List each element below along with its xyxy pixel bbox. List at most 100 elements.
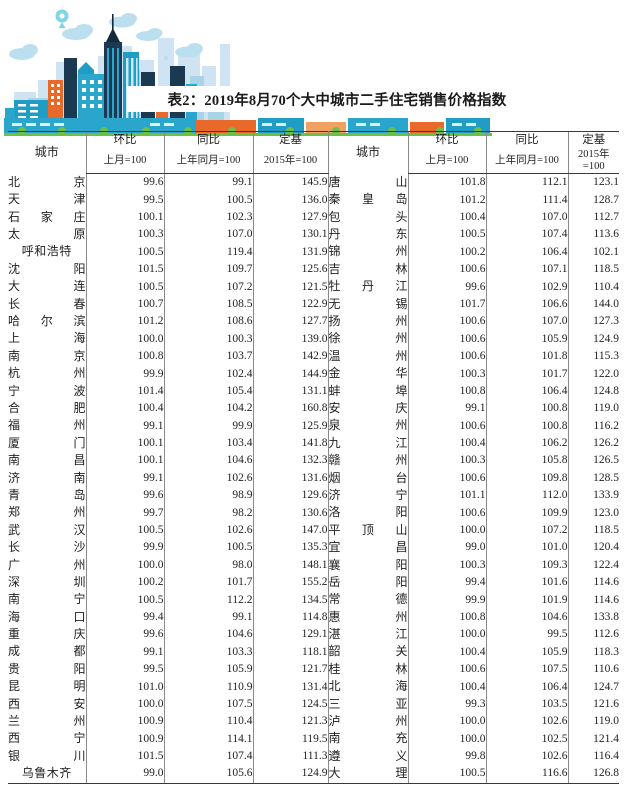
header-row-2: 上月=100 上年同月=100 2015年=100 上月=100 上年同月=10… <box>8 149 619 175</box>
cloud-icon <box>136 28 163 41</box>
cell-tongbi-right: 107.0 <box>485 208 568 227</box>
cell-city-right: 北海 <box>328 679 408 694</box>
cell-tongbi-left: 102.6 <box>163 469 253 488</box>
cell-tongbi-right: 101.8 <box>485 348 568 366</box>
table-row: 青岛 99.6 98.9 129.6 济宁 101.1 112.0 133.9 <box>8 487 619 505</box>
cell-city-left: 兰州 <box>8 714 86 729</box>
cell-city-right: 岳阳 <box>328 574 408 589</box>
cell-city-left: 石家庄 <box>8 209 86 224</box>
cell-dingji-right: 124.9 <box>567 330 619 349</box>
cell-huanbi-right: 100.6 <box>407 661 486 679</box>
header-row-1: 城市 环比 同比 定基 城市 环比 同比 定基 <box>8 130 619 174</box>
cell-city-right: 常德 <box>328 592 408 607</box>
cell-tongbi-right: 100.8 <box>485 400 568 418</box>
cell-tongbi-left: 102.3 <box>163 208 253 227</box>
cell-dingji-right: 122.0 <box>567 365 619 383</box>
cell-tongbi-right: 111.4 <box>485 191 568 209</box>
cell-city-left: 沈阳 <box>8 261 86 276</box>
cell-huanbi-right: 100.4 <box>407 643 486 662</box>
cell-dingji-left: 145.9 <box>252 173 329 192</box>
table-row: 呼和浩特 100.5 119.4 131.9 锦州 100.2 106.4 102.1 <box>8 243 619 262</box>
cell-dingji-left: 119.5 <box>252 730 329 749</box>
cell-huanbi-right: 100.6 <box>407 330 486 349</box>
cell-tongbi-left: 100.5 <box>163 191 253 209</box>
cell-huanbi-left: 100.4 <box>85 400 164 418</box>
cell-dingji-left: 142.9 <box>252 348 329 366</box>
cell-dingji-right: 126.5 <box>567 452 619 470</box>
cell-huanbi-left: 100.7 <box>85 295 164 314</box>
cell-huanbi-left: 100.5 <box>85 591 164 609</box>
cell-dingji-right: 121.6 <box>567 695 619 714</box>
antenna <box>112 14 114 30</box>
cell-dingji-left: 155.2 <box>252 574 329 592</box>
cell-dingji-left: 160.8 <box>252 400 329 418</box>
cell-city-left: 长春 <box>8 296 86 311</box>
cell-tongbi-right: 102.6 <box>485 748 568 766</box>
cell-city-left: 乌鲁木齐 <box>8 765 86 784</box>
cloud-group <box>9 13 203 60</box>
cell-tongbi-left: 104.2 <box>163 400 253 418</box>
cell-huanbi-left: 99.1 <box>85 643 164 662</box>
cell-huanbi-right: 100.3 <box>407 556 486 575</box>
map-pin-icon <box>55 9 69 28</box>
cell-dingji-right: 115.3 <box>567 348 619 366</box>
cityscape-banner <box>0 0 627 136</box>
cell-dingji-left: 129.6 <box>252 487 329 505</box>
cell-tongbi-right: 102.5 <box>485 730 568 749</box>
cell-huanbi-right: 99.9 <box>407 591 486 609</box>
cell-dingji-left: 130.6 <box>252 504 329 522</box>
table-row: 贵阳 99.5 105.9 121.7 桂林 100.6 107.5 110.6 <box>8 661 619 679</box>
cell-city-left: 深圳 <box>8 574 86 589</box>
cell-huanbi-right: 99.1 <box>407 400 486 418</box>
cell-huanbi-right: 100.8 <box>407 382 486 401</box>
cell-tongbi-left: 99.1 <box>163 608 253 627</box>
cell-dingji-right: 110.6 <box>567 661 619 679</box>
cell-dingji-right: 144.0 <box>567 295 619 314</box>
cell-tongbi-left: 105.9 <box>163 661 253 679</box>
cell-city-right: 徐州 <box>328 331 408 346</box>
cell-huanbi-left: 101.4 <box>85 382 164 401</box>
cell-huanbi-left: 101.2 <box>85 313 164 331</box>
cell-dingji-right: 102.1 <box>567 243 619 262</box>
table-body: 北京 99.6 99.1 145.9 唐山 101.8 112.1 123.1 天津 99.5 10… <box>8 173 619 784</box>
table-row: 哈尔滨 101.2 108.6 127.7 扬州 100.6 107.0 127.3 <box>8 313 619 331</box>
cell-city-left: 上海 <box>8 331 86 346</box>
cell-dingji-right: 124.8 <box>567 382 619 401</box>
cell-tongbi-right: 101.7 <box>485 365 568 383</box>
table-row: 石家庄 100.1 102.3 127.9 包头 100.4 107.0 112.7 <box>8 208 619 227</box>
table-row: 成都 99.1 103.3 118.1 韶关 100.4 105.9 118.3 <box>8 643 619 662</box>
cell-city-right: 安庆 <box>328 401 408 415</box>
cell-dingji-right: 114.6 <box>567 591 619 609</box>
cell-dingji-right: 119.0 <box>567 713 619 731</box>
cell-dingji-right: 122.4 <box>567 556 619 575</box>
cell-huanbi-right: 100.8 <box>407 608 486 627</box>
cell-dingji-right: 123.1 <box>567 173 619 192</box>
cell-huanbi-right: 100.6 <box>407 313 486 331</box>
cell-tongbi-left: 110.9 <box>163 678 253 696</box>
cell-dingji-left: 131.4 <box>252 678 329 696</box>
table-row: 郑州 99.7 98.2 130.6 洛阳 100.6 109.9 123.0 <box>8 504 619 522</box>
header-huanbi-left: 环比 <box>85 131 164 149</box>
cell-city-left: 杭州 <box>8 366 86 381</box>
table-row: 沈阳 101.5 109.7 125.6 吉林 100.6 107.1 118.5 <box>8 261 619 279</box>
cell-tongbi-right: 109.9 <box>485 504 568 522</box>
cell-city-right: 秦皇岛 <box>328 192 408 207</box>
cloud-icon <box>62 24 93 40</box>
cell-tongbi-left: 98.0 <box>163 556 253 575</box>
cell-city-right: 惠州 <box>328 609 408 624</box>
cell-dingji-right: 126.2 <box>567 434 619 453</box>
cell-city-right: 南充 <box>328 731 408 746</box>
cell-huanbi-right: 100.0 <box>407 626 486 644</box>
cell-tongbi-right: 109.3 <box>485 556 568 575</box>
cell-city-right: 桂林 <box>328 661 408 676</box>
cell-huanbi-left: 100.9 <box>85 713 164 731</box>
cell-huanbi-right: 100.5 <box>407 226 486 244</box>
cell-city-left: 贵阳 <box>8 661 86 676</box>
cell-dingji-right: 114.6 <box>567 574 619 592</box>
table-row: 海口 99.4 99.1 114.8 惠州 100.8 104.6 133.8 <box>8 608 619 627</box>
table-row: 深圳 100.2 101.7 155.2 岳阳 99.4 101.6 114.6 <box>8 574 619 592</box>
cell-tongbi-right: 107.4 <box>485 226 568 244</box>
cell-huanbi-right: 99.4 <box>407 574 486 592</box>
cell-tongbi-left: 109.7 <box>163 261 253 279</box>
cell-city-left: 南宁 <box>8 592 86 607</box>
